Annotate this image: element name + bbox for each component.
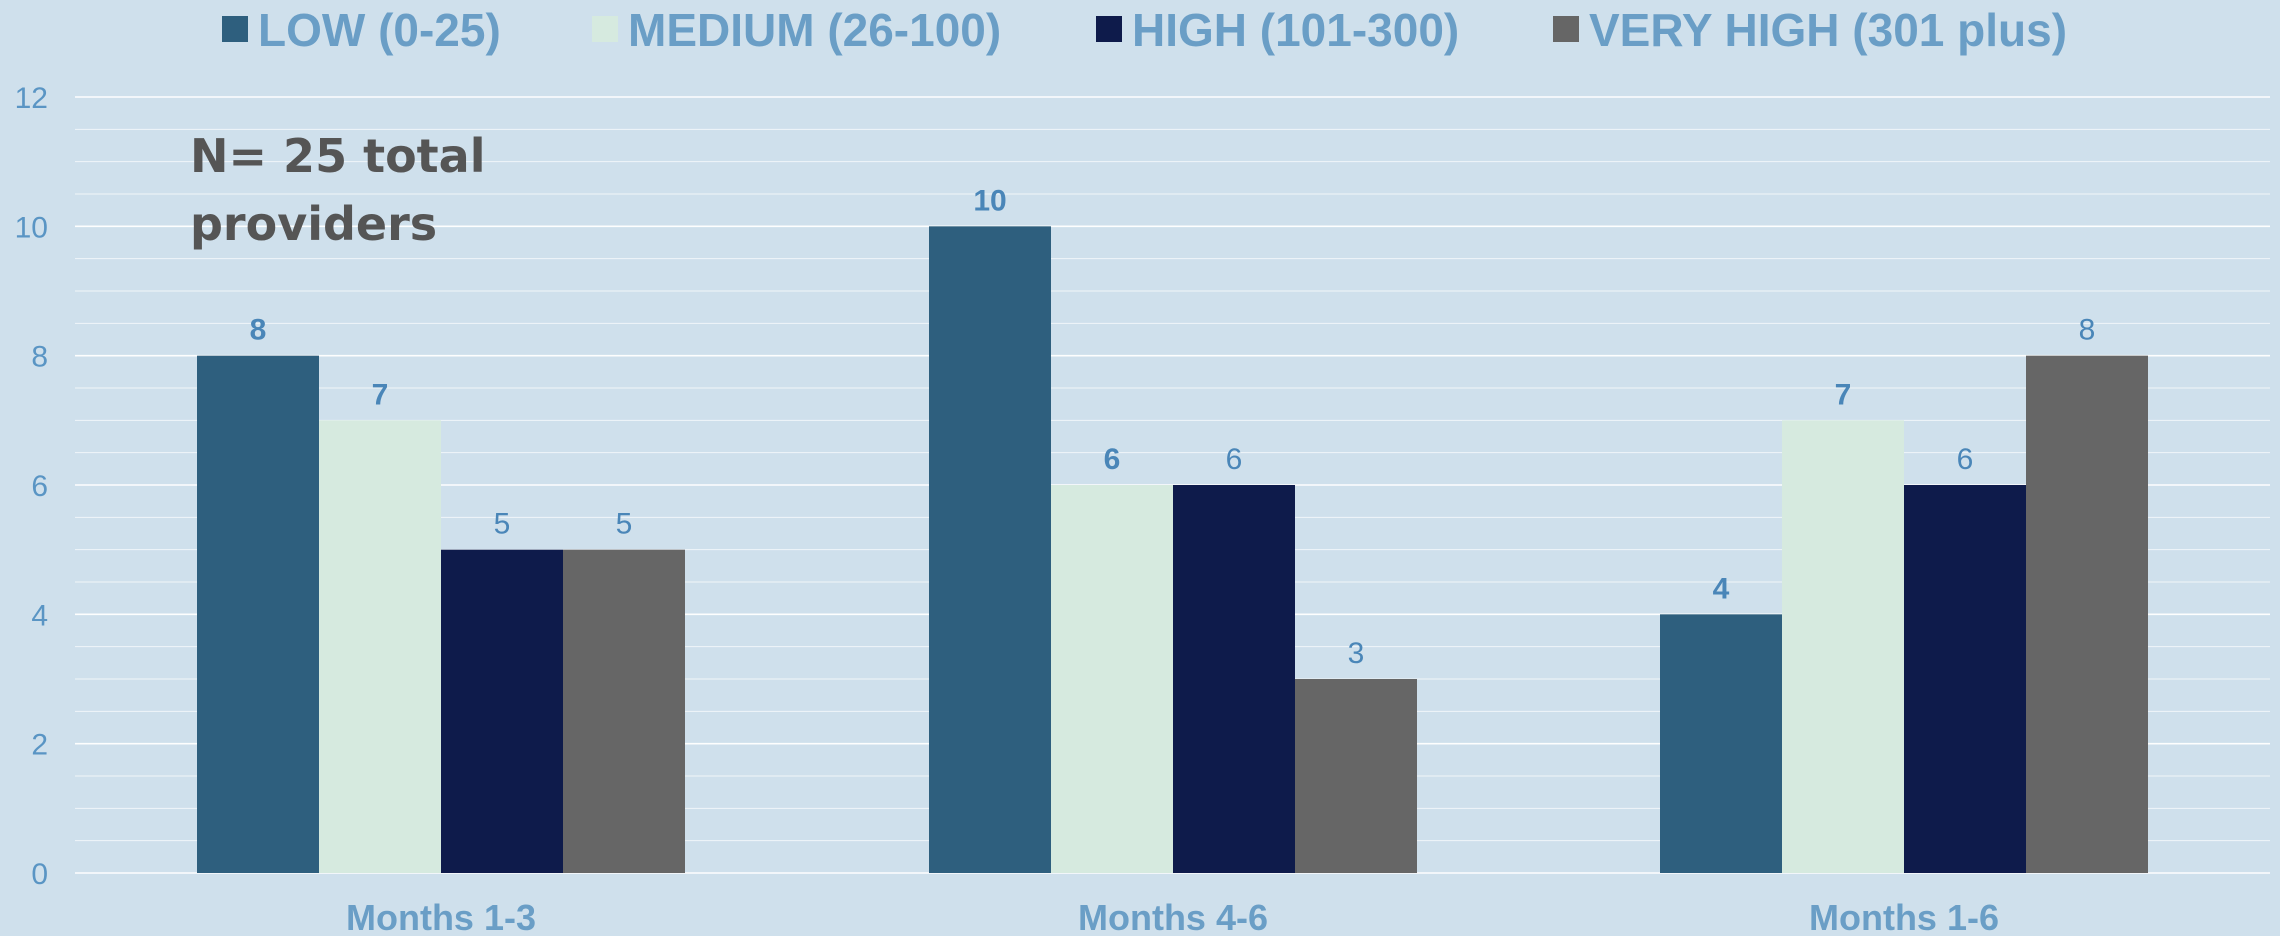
annotation-text: N= 25 total providers	[190, 129, 502, 251]
data-label: 10	[973, 184, 1006, 217]
bars	[197, 226, 2148, 874]
data-label: 7	[372, 378, 389, 411]
data-label: 3	[1348, 637, 1365, 670]
bar	[1173, 485, 1295, 873]
legend-swatch	[1553, 16, 1579, 42]
x-tick-label: Months 1-3	[346, 897, 536, 936]
bar	[2026, 355, 2148, 874]
legend-label: LOW (0-25)	[258, 4, 501, 56]
y-tick-label: 12	[15, 82, 48, 115]
bar	[197, 355, 319, 874]
y-tick-label: 10	[15, 211, 48, 244]
data-labels: 8 7 5 5 10 6 6 3 4 7 6 8	[250, 184, 2096, 670]
legend-label: VERY HIGH (301 plus)	[1589, 4, 2067, 56]
y-tick-label: 8	[31, 341, 48, 374]
data-label: 8	[250, 314, 267, 347]
legend-label: MEDIUM (26-100)	[628, 4, 1001, 56]
x-tick-label: Months 4-6	[1078, 897, 1268, 936]
legend: LOW (0-25) MEDIUM (26-100) HIGH (101-300) V…	[222, 4, 2067, 56]
legend-swatch	[592, 16, 618, 42]
data-label: 5	[494, 508, 511, 541]
data-label: 5	[616, 508, 633, 541]
bar	[319, 420, 441, 873]
annotation-line-2: providers	[190, 197, 437, 251]
bar	[1051, 485, 1173, 873]
bar	[1295, 679, 1417, 873]
bar	[563, 549, 685, 873]
data-label: 8	[2079, 314, 2096, 347]
y-axis-ticks: 0 2 4 6 8 10 12	[15, 82, 48, 891]
legend-label: HIGH (101-300)	[1132, 4, 1459, 56]
x-tick-label: Months 1-6	[1809, 897, 1999, 936]
data-label: 4	[1713, 572, 1730, 605]
bar	[929, 226, 1051, 874]
x-axis-ticks: Months 1-3 Months 4-6 Months 1-6	[346, 897, 1999, 936]
data-label: 6	[1104, 443, 1121, 476]
y-tick-label: 4	[31, 599, 48, 632]
data-label: 7	[1835, 378, 1852, 411]
legend-swatch	[1096, 16, 1122, 42]
annotation-line-1: N= 25 total	[190, 129, 485, 183]
bar	[1660, 614, 1782, 873]
y-tick-label: 6	[31, 470, 48, 503]
bar	[441, 549, 563, 873]
y-tick-label: 0	[31, 858, 48, 891]
bar	[1782, 420, 1904, 873]
bar	[1904, 485, 2026, 873]
data-label: 6	[1957, 443, 1974, 476]
legend-swatch	[222, 16, 248, 42]
data-label: 6	[1226, 443, 1243, 476]
y-tick-label: 2	[31, 729, 48, 762]
